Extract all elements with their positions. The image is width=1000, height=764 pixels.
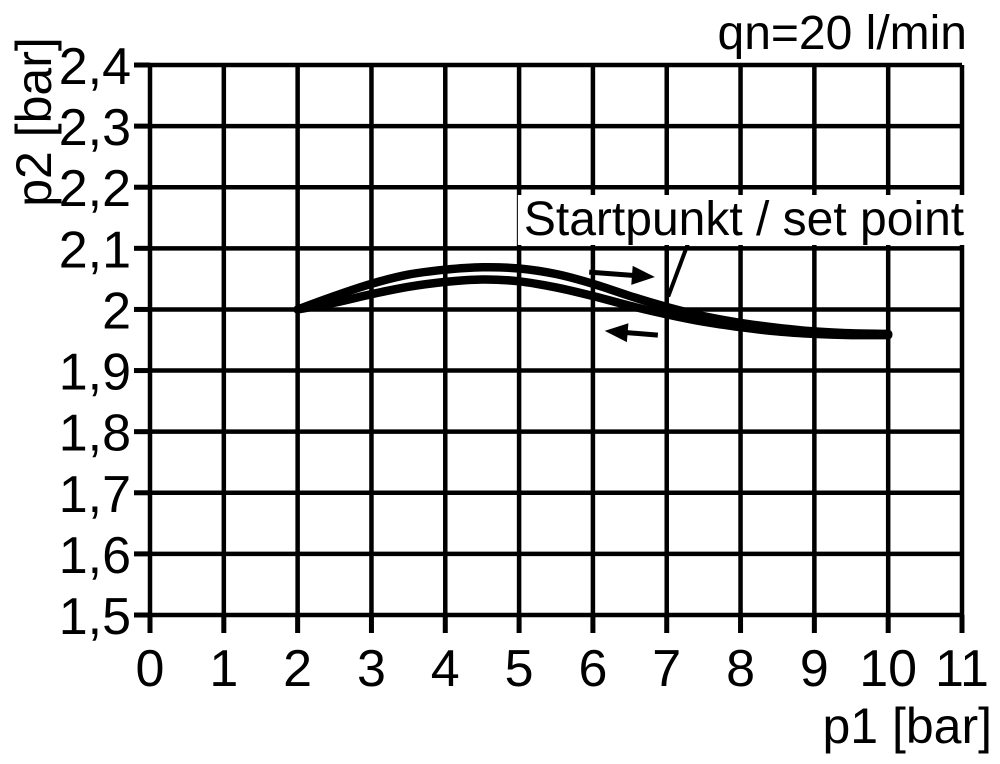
forward-direction-arrow-shaft [589,269,637,279]
y-tick-label: 2,1 [59,221,131,279]
return-direction-arrow-shaft [623,329,659,338]
x-tick-label: 5 [505,640,534,698]
x-tick-label: 9 [800,640,829,698]
flow-rate-annotation: qn=20 l/min [717,7,968,60]
x-tick-label: 11 [935,640,989,698]
y-tick-label: 1,6 [59,527,131,585]
y-tick-label: 1,7 [59,466,131,524]
y-tick-label: 1,9 [59,344,131,402]
x-tick-label: 2 [283,640,312,698]
x-tick-label: 1 [209,640,238,698]
x-axis-label: p1 [bar] [822,698,992,754]
x-tick-label: 0 [136,640,165,698]
x-tick-label: 10 [859,640,917,698]
x-tick-label: 4 [431,640,460,698]
set-point-annotation: Startpunkt / set point [517,195,971,245]
y-tick-label: 2,4 [59,38,131,96]
x-tick-label: 6 [578,640,607,698]
set-point-leader-line [666,238,692,298]
return-direction-arrow-head [604,323,629,343]
forward-direction-arrow-head [631,265,655,285]
return-curve [293,275,893,340]
y-tick-label: 2,2 [59,160,131,218]
y-tick-label: 1,5 [59,588,131,646]
y-tick-label: 1,8 [59,405,131,463]
x-tick-label: 3 [357,640,386,698]
y-axis-label: p2 [bar] [6,37,62,207]
y-tick-label: 2 [102,282,131,340]
x-tick-label: 8 [726,640,755,698]
x-tick-label: 7 [652,640,681,698]
y-tick-label: 2,3 [59,99,131,157]
